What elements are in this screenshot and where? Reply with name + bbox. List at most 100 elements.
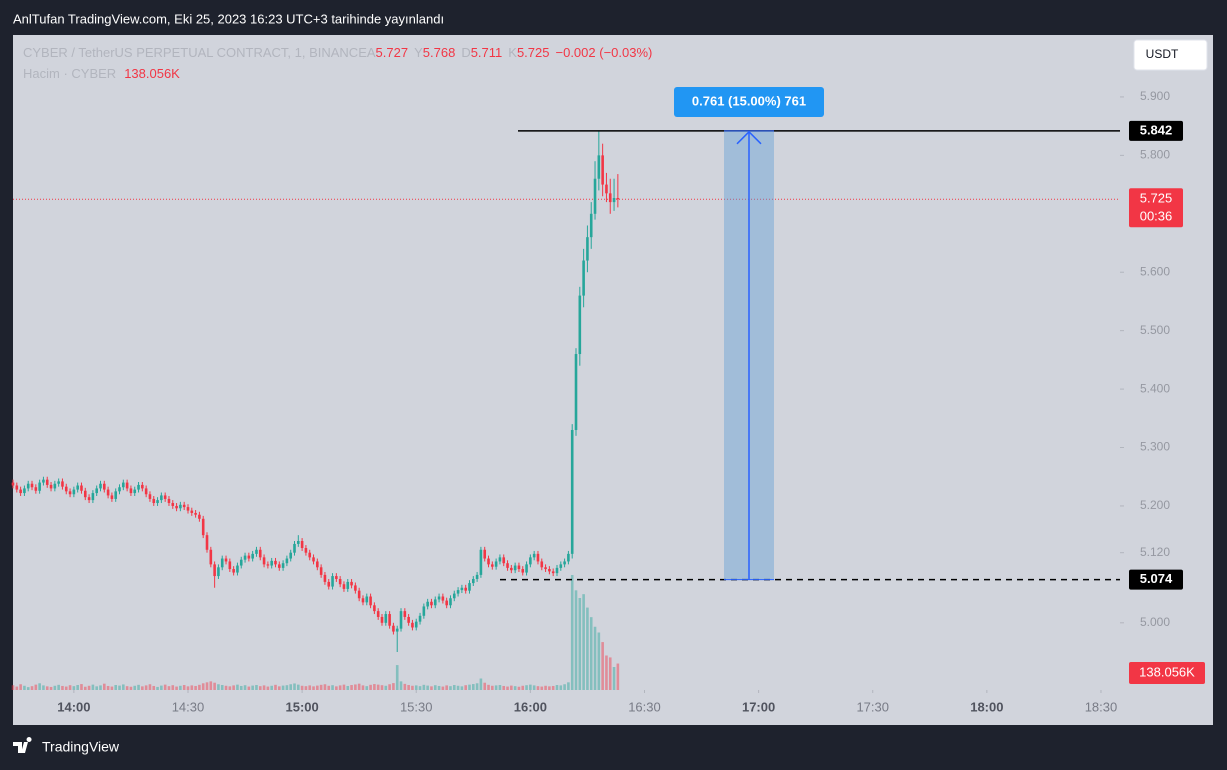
candle-body bbox=[266, 564, 270, 566]
candle-body bbox=[152, 498, 156, 504]
volume-bar bbox=[521, 685, 525, 690]
candle-body bbox=[323, 574, 327, 582]
volume-bar bbox=[414, 685, 418, 690]
volume-bar bbox=[38, 683, 41, 690]
volume-bar bbox=[544, 685, 547, 690]
currency-button[interactable] bbox=[1133, 39, 1208, 71]
currency-label: USDT bbox=[1146, 47, 1179, 61]
candle-body bbox=[354, 585, 357, 591]
volume-bar bbox=[239, 685, 243, 690]
volume-bar bbox=[312, 686, 315, 690]
candle-body bbox=[83, 490, 87, 498]
volume-bar bbox=[179, 685, 182, 690]
volume-bar bbox=[380, 685, 384, 690]
volume-bar bbox=[464, 685, 467, 690]
volume-bar bbox=[255, 685, 258, 690]
volume-bar bbox=[175, 686, 178, 690]
candle-body bbox=[586, 237, 589, 261]
candle-body bbox=[209, 549, 213, 565]
x-tick-label: 18:30 bbox=[1085, 699, 1118, 714]
volume-bar bbox=[502, 685, 506, 690]
volume-bar bbox=[266, 686, 270, 690]
x-tick-label: 16:00 bbox=[514, 699, 547, 714]
volume-bar bbox=[122, 684, 125, 690]
candle-body bbox=[361, 598, 365, 603]
candle-body bbox=[346, 581, 350, 589]
x-tick-label: 14:30 bbox=[172, 699, 205, 714]
candle-body bbox=[426, 601, 429, 607]
legend-value: 5.711 bbox=[471, 45, 503, 60]
candle-body bbox=[430, 601, 433, 606]
volume-bar bbox=[209, 681, 213, 690]
volume-bar bbox=[247, 686, 251, 690]
candle-body bbox=[589, 213, 593, 238]
candle-body bbox=[34, 487, 38, 491]
candle-body bbox=[53, 483, 57, 489]
volume-bar bbox=[471, 684, 475, 690]
volume-label-box bbox=[1129, 662, 1205, 684]
candle-body bbox=[179, 504, 182, 509]
candle-body bbox=[365, 596, 369, 603]
candle-body bbox=[574, 354, 578, 430]
legend-key: Y bbox=[414, 45, 423, 60]
legend-key: K bbox=[508, 45, 517, 60]
volume-bar bbox=[76, 685, 79, 690]
volume-bar bbox=[555, 685, 559, 690]
volume-bar bbox=[190, 685, 194, 690]
volume-bar bbox=[548, 686, 551, 690]
candle-body bbox=[312, 557, 315, 562]
volume-bar bbox=[361, 685, 365, 690]
candle-body bbox=[274, 560, 277, 565]
candle-body bbox=[26, 483, 30, 489]
measure-label: 0.761 (15.00%) 761 bbox=[692, 93, 806, 108]
volume-bar bbox=[316, 685, 319, 690]
candle-body bbox=[475, 574, 479, 579]
candle-body bbox=[616, 198, 620, 200]
volume-bar bbox=[354, 684, 357, 690]
candle-body bbox=[437, 596, 441, 600]
candle-body bbox=[403, 611, 407, 617]
volume-bar bbox=[376, 684, 380, 690]
volume-bar bbox=[517, 686, 521, 690]
volume-bar bbox=[251, 685, 254, 690]
candle-body bbox=[281, 563, 285, 568]
volume-bar bbox=[129, 686, 133, 690]
x-tick-label: 15:30 bbox=[400, 699, 433, 714]
volume-bar bbox=[468, 684, 471, 690]
volume-bar bbox=[163, 684, 167, 690]
volume-bar bbox=[369, 684, 372, 690]
volume-bar bbox=[114, 685, 118, 690]
y-tick-label: 5.200 bbox=[1140, 498, 1170, 512]
x-tick-label: 14:00 bbox=[57, 699, 90, 714]
volume-bar bbox=[30, 686, 34, 690]
volume-bar bbox=[45, 686, 49, 690]
candle-body bbox=[441, 596, 445, 601]
volume-bar bbox=[198, 684, 201, 690]
candle-body bbox=[612, 198, 616, 203]
candle-body bbox=[87, 497, 91, 501]
candle-body bbox=[114, 491, 118, 499]
x-tick-label: 16:30 bbox=[628, 699, 661, 714]
candle-body bbox=[373, 605, 376, 612]
volume-bar bbox=[407, 685, 410, 690]
volume-bar bbox=[72, 686, 76, 690]
volume-bar bbox=[217, 684, 220, 690]
volume-bar bbox=[224, 685, 228, 690]
candle-body bbox=[464, 587, 467, 591]
volume-bar bbox=[141, 686, 144, 690]
volume-bar bbox=[373, 684, 376, 690]
candle-body bbox=[304, 548, 308, 553]
candle-body bbox=[445, 600, 448, 606]
candle-body bbox=[471, 578, 475, 584]
candle-body bbox=[95, 488, 98, 494]
volume-bar bbox=[133, 685, 137, 690]
candle-body bbox=[23, 488, 26, 494]
volume-bar bbox=[319, 684, 323, 690]
candle-body bbox=[327, 581, 331, 587]
candle-body bbox=[316, 561, 319, 568]
candle-body bbox=[525, 564, 528, 573]
candle-body bbox=[399, 611, 403, 629]
candle-body bbox=[76, 485, 79, 490]
